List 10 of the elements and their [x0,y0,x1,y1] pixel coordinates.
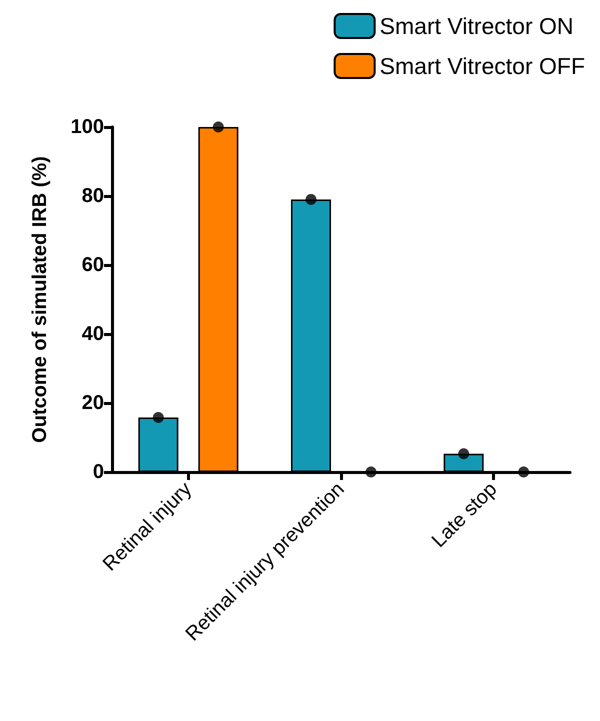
y-tick-label: 100 [70,116,104,138]
x-tick-label: Late stop [428,478,502,552]
y-tick-label: 80 [82,185,104,207]
y-tick-label: 60 [82,254,104,276]
legend-label: Smart Vitrector OFF [380,53,585,79]
y-tick-label: 40 [82,323,104,345]
y-tick-label: 20 [82,392,104,414]
legend-label: Smart Vitrector ON [380,13,574,39]
y-tick-label: 0 [92,461,104,483]
y-axis-title: Outcome of simulated IRB (%) [29,156,51,443]
